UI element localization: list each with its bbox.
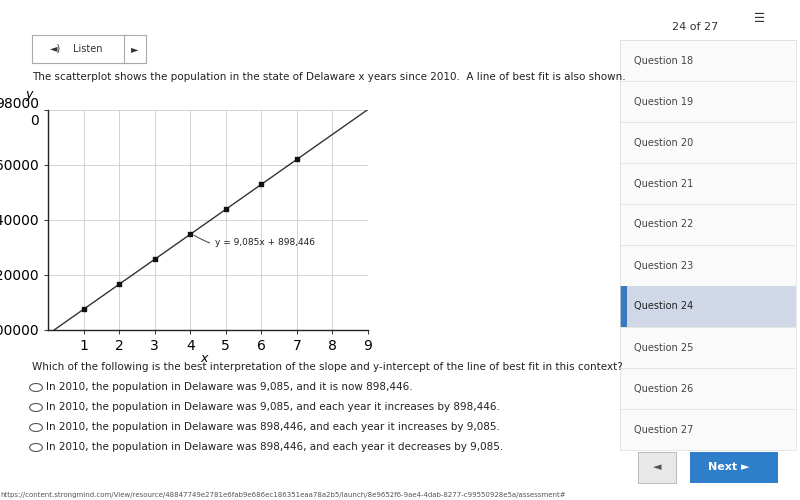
Text: Question 25: Question 25 [634, 342, 694, 352]
Bar [620, 286, 796, 327]
Text: 24 of 27: 24 of 27 [672, 22, 718, 32]
Text: y = 9,085x + 898,446: y = 9,085x + 898,446 [194, 236, 315, 246]
Text: ◄): ◄) [50, 44, 62, 54]
Bar [690, 452, 778, 483]
Text: Question 24: Question 24 [634, 302, 694, 312]
Text: In 2010, the population in Delaware was 9,085, and each year it increases by 898: In 2010, the population in Delaware was … [46, 402, 500, 412]
Text: Question 22: Question 22 [634, 220, 694, 230]
Text: Question 19: Question 19 [634, 96, 694, 106]
Text: y: y [25, 88, 33, 101]
Text: In 2010, the population in Delaware was 9,085, and it is now 898,446.: In 2010, the population in Delaware was … [46, 382, 413, 392]
Point [113, 280, 126, 288]
Text: x: x [201, 352, 208, 365]
Text: ☰: ☰ [754, 12, 766, 26]
Text: Question 23: Question 23 [634, 260, 694, 270]
Bar [638, 452, 676, 483]
Text: In 2010, the population in Delaware was 898,446, and each year it decreases by 9: In 2010, the population in Delaware was … [46, 442, 504, 452]
Text: Next ►: Next ► [708, 462, 750, 472]
Text: Question 20: Question 20 [634, 138, 694, 147]
Point [77, 306, 90, 314]
Text: ◄: ◄ [653, 462, 662, 472]
Text: Question 27: Question 27 [634, 424, 694, 434]
Point [42, 330, 54, 338]
Point [219, 206, 232, 214]
Point [184, 230, 197, 238]
Text: ►: ► [131, 44, 139, 54]
Point [290, 156, 303, 164]
Text: Question 26: Question 26 [634, 384, 694, 394]
Text: Listen: Listen [73, 44, 102, 54]
Text: The scatterplot shows the population in the state of Delaware x years since 2010: The scatterplot shows the population in … [32, 72, 626, 83]
Text: Which of the following is the best interpretation of the slope and y-intercept o: Which of the following is the best inter… [32, 362, 622, 372]
Point [255, 180, 268, 188]
Bar [620, 286, 627, 327]
Text: Question 21: Question 21 [634, 178, 694, 188]
Text: In 2010, the population in Delaware was 898,446, and each year it increases by 9: In 2010, the population in Delaware was … [46, 422, 500, 432]
Point [148, 256, 161, 264]
Text: Question 18: Question 18 [634, 56, 694, 66]
Text: https://content.strongmind.com/View/resource/48847749e2781e6fab9e686ec186351eaa7: https://content.strongmind.com/View/reso… [0, 492, 566, 498]
